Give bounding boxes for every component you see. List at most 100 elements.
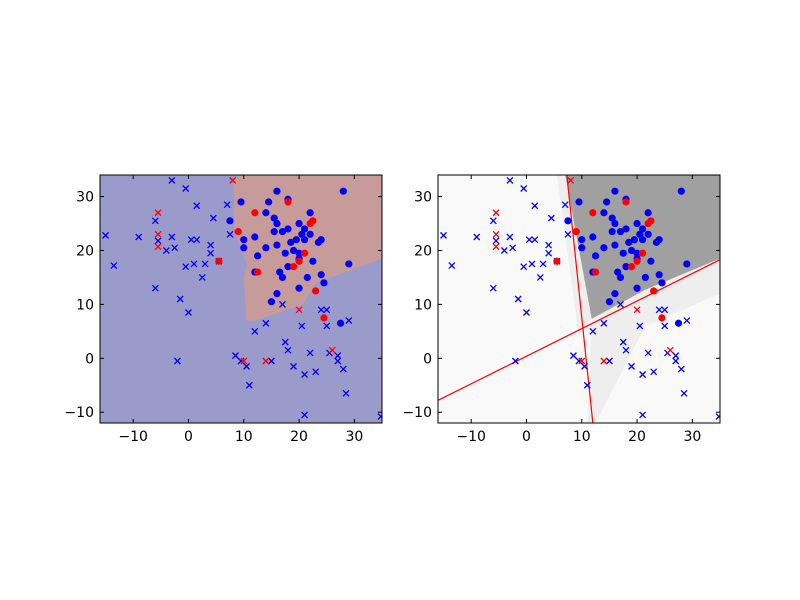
point-dot: [345, 260, 353, 268]
point-cross: [633, 306, 641, 314]
point-dot: [289, 246, 298, 255]
point-cross: [279, 300, 286, 308]
point-cross: [473, 233, 481, 241]
point-cross: [661, 322, 669, 330]
point-cross: [345, 317, 353, 325]
point-dot: [627, 246, 636, 255]
point-cross: [237, 357, 245, 365]
point-dot: [611, 241, 619, 249]
point-cross: [589, 327, 597, 335]
point-dot: [625, 238, 633, 246]
point-dot: [638, 236, 647, 244]
point-cross: [201, 260, 209, 268]
point-cross: [492, 243, 500, 251]
point-dot: [638, 249, 647, 257]
point-dot: [591, 268, 600, 276]
point-dot: [320, 314, 328, 322]
boundary-line: [438, 259, 720, 401]
point-cross: [672, 357, 680, 365]
point-dot: [300, 225, 309, 233]
point-cross: [151, 284, 159, 292]
point-dot: [641, 273, 649, 282]
point-dot: [317, 236, 325, 244]
point-cross: [267, 357, 275, 365]
point-dot: [622, 263, 630, 271]
point-dot: [553, 257, 561, 265]
point-cross: [281, 338, 289, 346]
point-dot: [578, 236, 586, 244]
point-dot: [267, 298, 276, 306]
point-dot: [273, 187, 281, 195]
point-cross: [334, 357, 342, 365]
point-dot: [262, 244, 270, 252]
point-dot: [589, 233, 597, 241]
point-cross: [110, 262, 118, 270]
point-dot: [253, 252, 262, 260]
point-cross: [301, 411, 309, 419]
point-cross: [168, 176, 176, 184]
point-cross: [226, 230, 234, 238]
point-dot: [215, 257, 223, 265]
point-cross: [154, 237, 162, 245]
point-cross: [154, 230, 162, 238]
x-tick-label: −10: [456, 429, 486, 445]
point-dot: [608, 228, 616, 236]
y-tick-label: 20: [414, 243, 432, 259]
point-cross: [575, 357, 583, 365]
point-dot: [616, 273, 625, 282]
point-dot: [240, 244, 248, 252]
point-cross: [193, 236, 201, 244]
decision-region: [233, 175, 382, 321]
point-cross: [440, 231, 447, 239]
point-cross: [207, 249, 215, 257]
point-dot: [270, 214, 278, 222]
point-cross: [492, 230, 500, 238]
point-cross: [570, 352, 577, 360]
x-tick-label: 0: [522, 429, 531, 445]
point-dot: [611, 187, 619, 195]
point-dot: [292, 236, 300, 244]
point-cross: [198, 273, 206, 281]
point-dot: [273, 219, 281, 228]
right-plot: −10 0 10 20 30 −10 0 10 20 30: [402, 174, 721, 445]
point-dot: [287, 238, 295, 246]
point-dot: [633, 219, 641, 228]
point-cross: [448, 262, 456, 270]
point-dot: [572, 228, 580, 236]
point-dot: [658, 279, 666, 287]
point-cross: [173, 357, 181, 365]
x-tick-label: −10: [118, 429, 148, 445]
point-cross: [520, 185, 528, 192]
point-cross: [564, 230, 572, 238]
point-dot: [616, 228, 625, 236]
point-cross: [628, 362, 635, 370]
point-cross: [639, 371, 647, 378]
point-cross: [223, 201, 231, 209]
point-cross: [567, 176, 575, 184]
x-tick-label: 10: [235, 429, 253, 445]
y-tick-label: −10: [64, 405, 94, 421]
point-cross: [301, 371, 309, 378]
point-cross: [545, 249, 553, 257]
point-dot: [603, 198, 611, 206]
point-cross: [317, 306, 325, 314]
x-tick-label: 30: [683, 429, 701, 445]
point-dot: [336, 319, 345, 327]
point-cross: [182, 263, 190, 271]
point-cross: [514, 295, 522, 303]
left-plot: −10 0 10 20 30 −10 0 10 20 30: [64, 174, 383, 445]
point-cross: [489, 284, 497, 292]
point-cross: [232, 352, 239, 360]
point-dot: [677, 187, 685, 195]
point-cross: [342, 389, 350, 397]
point-cross: [185, 309, 192, 316]
point-cross: [190, 260, 198, 268]
point-cross: [600, 319, 608, 327]
point-dot: [647, 257, 655, 265]
point-cross: [506, 176, 514, 184]
point-dot: [284, 225, 292, 233]
point-cross: [500, 247, 508, 254]
point-dot: [306, 230, 314, 238]
soft-margin: [587, 258, 720, 423]
